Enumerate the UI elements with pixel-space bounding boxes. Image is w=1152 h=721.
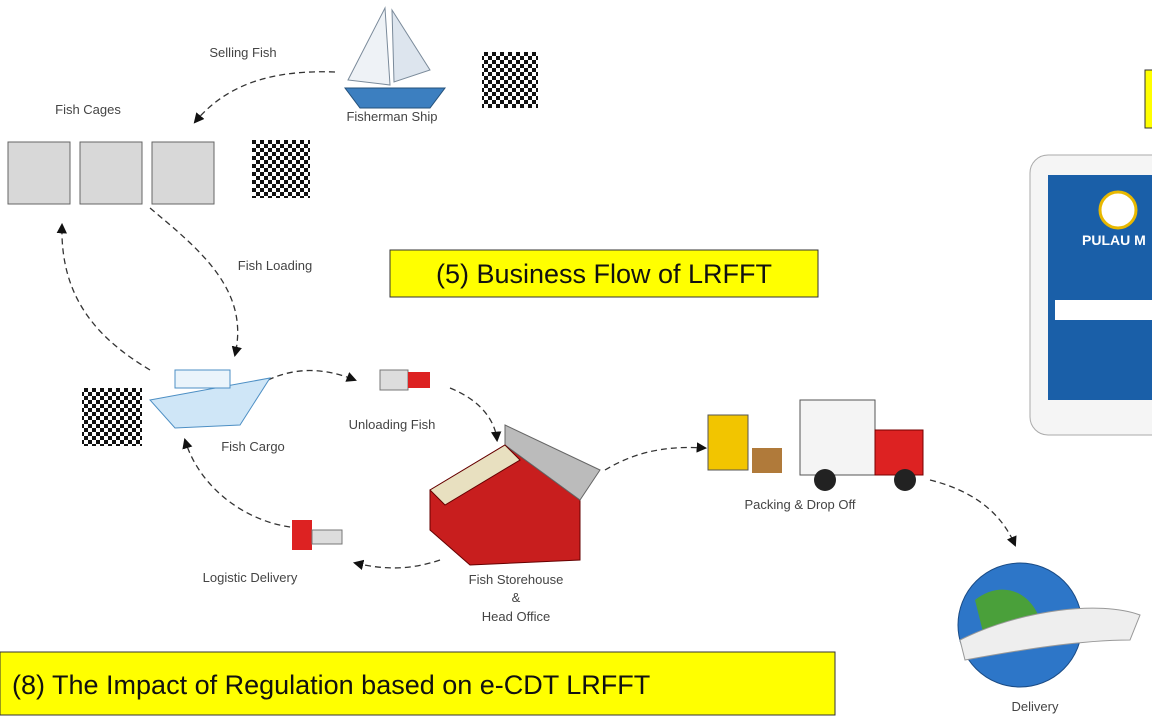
node-label: & — [512, 590, 521, 605]
node-label: Packing & Drop Off — [744, 497, 855, 512]
callout-text: (5) Business Flow of LRFFT — [436, 259, 772, 289]
node-label: Fish Cargo — [221, 439, 285, 454]
callout-text: (8) The Impact of Regulation based on e-… — [12, 670, 650, 700]
node-label: Fish Cages — [55, 102, 121, 117]
edge-label: Fish Loading — [238, 258, 312, 273]
qr-code — [252, 140, 310, 198]
truck-icon — [292, 520, 342, 550]
node-label: Logistic Delivery — [203, 570, 298, 585]
node-label: Delivery — [1012, 699, 1059, 714]
storehouse-icon — [430, 425, 600, 565]
node-label: Unloading Fish — [349, 417, 436, 432]
node-label: Fisherman Ship — [346, 109, 437, 124]
tablet: PULAU M — [1030, 155, 1152, 435]
edge-label: Selling Fish — [209, 45, 276, 60]
fish-cages-icon — [8, 142, 214, 204]
node-label: Fish Storehouse — [469, 572, 564, 587]
qr-code — [482, 52, 538, 108]
packing-icon — [708, 400, 923, 491]
truck-icon — [380, 370, 430, 390]
fisherman-ship-icon — [345, 8, 445, 108]
callout-box — [1145, 70, 1152, 128]
tablet-title: PULAU M — [1082, 232, 1146, 248]
node-label: Head Office — [482, 609, 550, 624]
fish-cargo-icon — [150, 370, 270, 428]
globe-icon — [958, 563, 1140, 687]
diagram: Selling Fish Fisherman Ship Fish Cages F… — [0, 0, 1152, 721]
qr-code — [82, 388, 142, 446]
